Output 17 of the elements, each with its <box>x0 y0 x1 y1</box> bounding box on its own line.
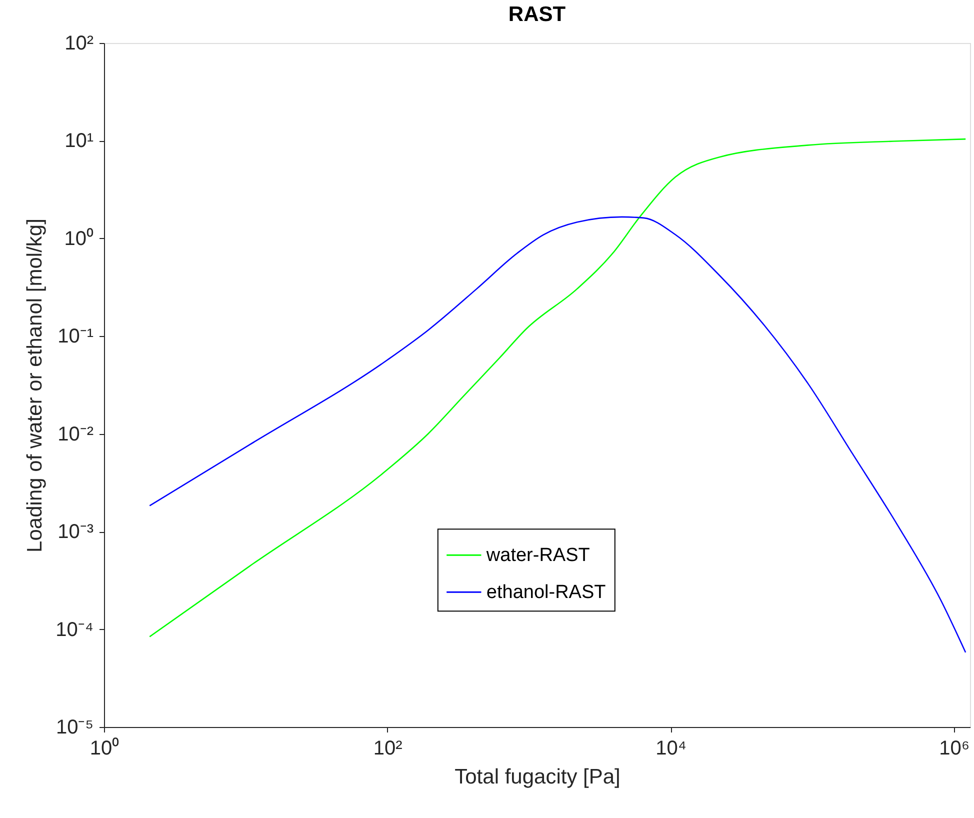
y-tick-label: 10⁰ <box>64 226 94 250</box>
legend-label: ethanol-RAST <box>486 582 606 604</box>
legend-label: water-RAST <box>485 545 590 566</box>
y-tick-label: 10⁻² <box>58 423 94 446</box>
x-tick-label: 10² <box>373 738 403 760</box>
y-tick-label: 10⁻⁵ <box>56 716 94 738</box>
y-tick-label: 10⁻³ <box>58 521 94 544</box>
x-axis-title: Total fugacity [Pa] <box>454 766 620 788</box>
x-tick-label: 10⁶ <box>939 738 970 760</box>
y-tick-label: 10⁻¹ <box>58 326 94 348</box>
y-tick-label: 10¹ <box>64 130 94 152</box>
y-axis-title: Loading of water or ethanol [mol/kg] <box>24 218 47 552</box>
y-tick-label: 10² <box>64 32 94 54</box>
x-tick-label: 10⁰ <box>90 736 120 760</box>
y-tick-label: 10⁻⁴ <box>56 618 94 641</box>
chart-title: RAST <box>508 3 566 26</box>
x-tick-label: 10⁴ <box>656 738 686 760</box>
